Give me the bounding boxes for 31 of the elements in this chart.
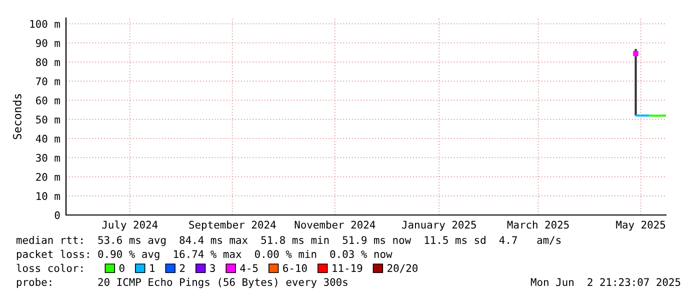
y-tick-label: 0: [54, 211, 60, 220]
legend-label: 0: [119, 264, 124, 272]
legend-title: loss color:: [16, 264, 82, 272]
text: packet loss: 0.90 % avg 16.74 % max 0.00 % min 0.03 % now: [16, 250, 392, 260]
legend-label: 3: [210, 264, 215, 272]
legend-label: 11-19: [332, 264, 362, 272]
y-tick-label: 90 m: [36, 39, 60, 47]
x-tick-label: May 2025: [616, 220, 666, 231]
x-tick-label: March 2025: [507, 220, 569, 229]
y-tick-label: 40 m: [36, 134, 60, 143]
legend-label: 2: [180, 264, 185, 272]
text: probe: 20 ICMP Echo Pings (56 Bytes) every 300s: [16, 278, 348, 288]
y-tick-label: 50 m: [36, 116, 60, 124]
y-axis-title: Seconds: [12, 94, 22, 140]
x-tick-label: September 2024: [189, 220, 276, 231]
text: Mon Jun 2 21:23:07 2025: [530, 278, 680, 286]
y-tick-label: 20 m: [36, 173, 60, 181]
legend-label: 20/20: [388, 264, 418, 273]
y-tick-label: 100 m: [30, 20, 60, 28]
legend-label: 4-5: [240, 264, 258, 272]
legend-label: 1: [150, 264, 155, 272]
text: median rtt: 53.6 ms avg 84.4 ms max 51.8 ms min 51.9 ms now 11.5 ms sd 4.7 am/s: [16, 236, 561, 246]
x-tick-label: July 2024: [102, 220, 158, 231]
y-tick-label: 10 m: [36, 192, 60, 200]
y-tick-label: 80 m: [36, 58, 60, 66]
x-tick-label: January 2025: [402, 220, 476, 231]
y-tick-label: 30 m: [36, 154, 60, 162]
y-tick-label: 70 m: [36, 77, 60, 86]
y-tick-label: 60 m: [36, 96, 60, 104]
x-tick-label: November 2024: [294, 220, 376, 229]
legend-label: 6-10: [283, 264, 307, 272]
